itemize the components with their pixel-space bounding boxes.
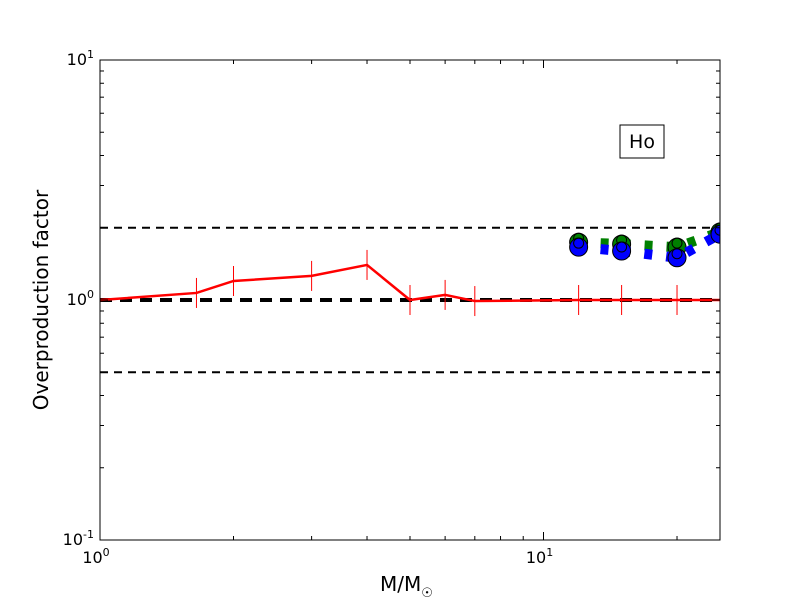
blue-data-point-inner [714, 224, 720, 236]
green-series-line [578, 227, 720, 253]
annotation-box: Ho [619, 124, 665, 159]
y-tick-label: 100 [67, 288, 94, 309]
green-data-point-inner [671, 237, 683, 249]
plot-frame [99, 59, 721, 541]
y-tick-label: 101 [67, 48, 94, 69]
y-axis-label: Overproduction factor [29, 189, 53, 410]
x-tick-label: 100 [82, 546, 109, 567]
blue-data-point [667, 248, 687, 268]
y-tick-label: 10-1 [63, 528, 94, 549]
x-tick-label: 101 [526, 546, 553, 567]
blue-data-point [612, 241, 632, 261]
blue-series-line [578, 229, 720, 263]
blue-data-point-inner [573, 237, 585, 249]
red-series-line [100, 263, 720, 303]
x-axis-label: M/M☉ [380, 572, 433, 600]
blue-data-point-inner [616, 241, 628, 253]
annotation-label: Ho [629, 131, 655, 153]
x-axis-label-main: M/M [380, 572, 421, 596]
blue-data-point [710, 224, 720, 244]
x-axis-label-sub: ☉ [421, 586, 433, 600]
blue-data-point-inner [671, 248, 683, 260]
blue-data-point [569, 237, 589, 257]
